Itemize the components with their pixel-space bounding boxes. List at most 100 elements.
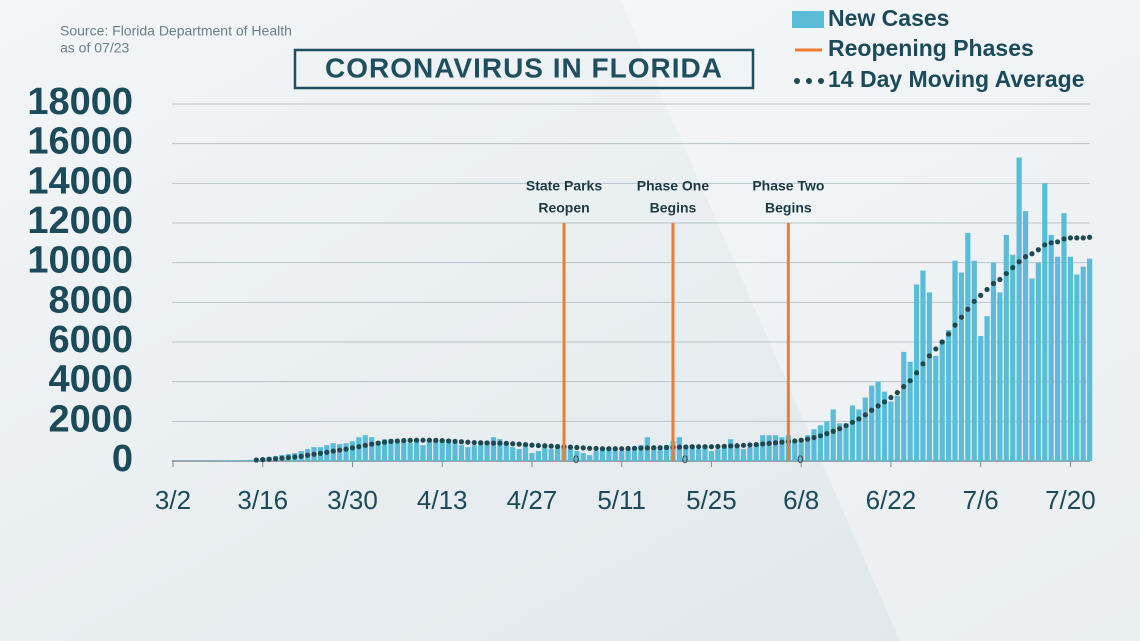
moving-average-dot [599,446,606,452]
moving-average-dot [715,443,721,450]
bar [234,460,240,461]
moving-average-dot [439,437,445,444]
moving-average-dot [933,346,939,352]
moving-average-dot [824,431,830,437]
phase-marker: 0 [573,454,579,466]
bar [708,451,715,461]
moving-average-dot [1074,235,1080,241]
bar [881,391,888,461]
moving-average-dot [952,322,958,328]
bar [894,395,900,461]
bar [446,439,452,461]
bar [375,441,381,461]
bar [875,381,881,461]
legend-swatch [818,78,824,84]
moving-average-dot [580,445,586,451]
y-tick-label: 0 [112,438,133,480]
bar [683,447,689,461]
bar [792,441,798,461]
moving-average-dot [830,428,836,434]
x-tick-label: 4/13 [417,485,468,515]
bar [471,445,477,461]
moving-average-dot [849,419,856,425]
moving-average-dot [510,441,516,447]
moving-average-dot [388,438,394,444]
bar [1035,262,1041,461]
moving-average-dot [708,444,715,450]
bar [369,437,375,461]
moving-average-dot [452,438,458,444]
moving-average-dot [689,444,695,450]
bar [798,439,804,461]
moving-average-dot [881,399,888,405]
moving-average-dot [433,437,439,443]
moving-average-dot [683,444,689,450]
background-shape [620,0,1140,641]
bar [869,385,875,461]
bar [753,443,759,461]
moving-average-dot [753,441,759,448]
moving-average-dot [381,439,388,445]
moving-average-dot [349,445,356,451]
moving-average-dot [734,443,740,449]
moving-average-dot [279,455,285,461]
legend-label: Reopening Phases [828,35,1034,61]
bar [817,425,824,461]
bar [702,447,708,461]
phase-marker: 0 [682,454,688,466]
moving-average-dot [555,443,561,450]
moving-average-dot [497,440,503,446]
moving-average-dot [984,286,990,293]
moving-average-dot [862,412,868,418]
bar [401,441,407,461]
bar [772,435,779,461]
bar [760,435,766,461]
moving-average-dot [619,446,625,452]
bar [933,355,939,461]
moving-average-dot [702,444,708,450]
moving-average-dot [965,306,971,312]
legend-swatch [806,78,812,84]
bar [349,441,356,461]
moving-average-dot [817,433,824,439]
moving-average-dot [317,450,324,456]
moving-average-dot [958,314,965,320]
moving-average-dot [747,442,753,448]
source: Source: Florida Department of Health [60,23,292,39]
moving-average-dot [913,370,920,376]
moving-average-dot [990,280,997,287]
legend-label: New Cases [828,5,949,31]
moving-average-dot [638,445,644,451]
bar [516,449,522,461]
bar [426,441,432,461]
bar [734,445,740,461]
moving-average-dot [631,445,638,451]
moving-average-dot [529,442,535,448]
moving-average-dot [298,453,304,459]
bar [631,447,638,461]
moving-average-dot [856,416,862,422]
bar [510,447,516,461]
moving-average-dot [548,443,554,449]
moving-average-dot [888,394,894,401]
bar [638,445,644,461]
bar [478,443,484,461]
bar [1010,254,1016,461]
bar [529,453,535,461]
bar [740,449,747,461]
moving-average-dot [587,445,593,451]
bar [343,443,349,461]
x-tick-label: 3/16 [237,485,288,515]
moving-average-dot [696,444,702,450]
phase-marker: 0 [797,454,803,466]
bar [1029,278,1035,461]
moving-average-dot [644,445,650,451]
bar [413,439,420,461]
moving-average-dot [394,438,400,444]
moving-average-dot [272,456,279,462]
moving-average-dot [401,437,407,444]
moving-average-dot [676,444,682,450]
moving-average-dot [1016,259,1022,265]
legend-swatch [794,78,800,84]
